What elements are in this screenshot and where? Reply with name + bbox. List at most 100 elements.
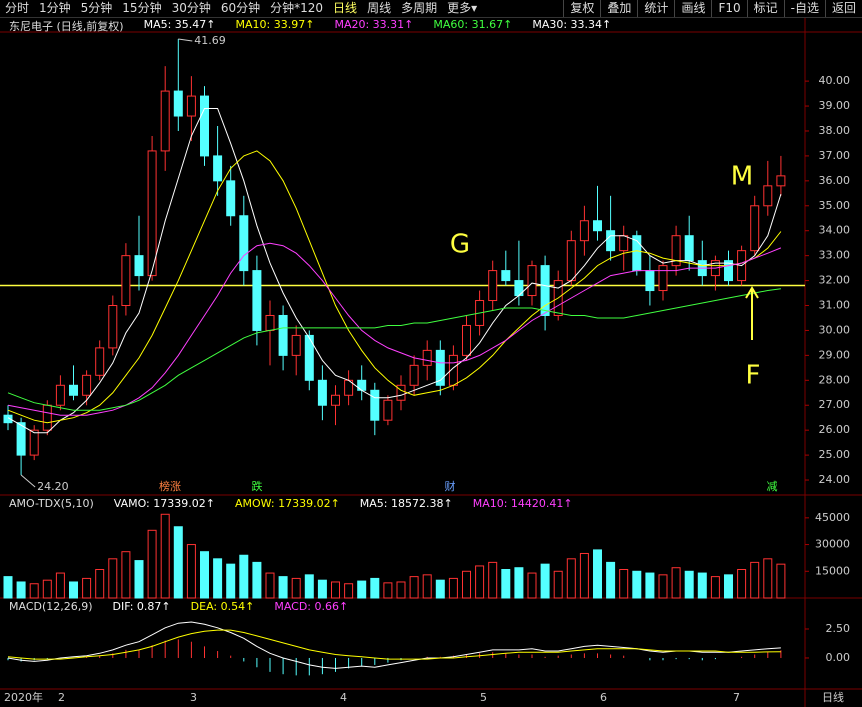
volume-bar	[29, 583, 39, 599]
candle-body	[501, 270, 511, 282]
y-tick-label: 40.00	[819, 74, 851, 87]
extreme-label: 24.20	[37, 480, 69, 493]
candle-body	[750, 205, 760, 252]
tab[interactable]: 分钟*120	[270, 1, 324, 15]
panel-title: AMO-TDX(5,10)	[9, 497, 94, 510]
candle-body	[527, 265, 537, 297]
candle-body	[186, 95, 196, 117]
tab[interactable]: 60分钟	[220, 1, 261, 15]
volume-bar	[331, 581, 340, 599]
volume-bar	[527, 572, 537, 599]
tab[interactable]: 30分钟	[171, 1, 211, 15]
x-tick-label: 4	[340, 691, 347, 704]
candle-body	[82, 374, 92, 396]
tool-button[interactable]: 复权	[563, 0, 600, 17]
y-tick-label: 30.00	[819, 323, 851, 336]
candle-body	[658, 265, 668, 292]
y-tick-label: 0.00	[826, 651, 851, 664]
y-tick-label: 25.00	[819, 448, 851, 461]
candle-body	[95, 347, 105, 376]
line-series	[7, 629, 781, 660]
volume-bar	[173, 526, 183, 599]
volume-bar	[776, 563, 786, 599]
tab[interactable]: 日线	[333, 1, 358, 15]
candle-body	[69, 384, 78, 396]
candle-body	[42, 404, 52, 431]
candle-body	[619, 235, 629, 252]
readout: VAMO: 17339.02↑	[113, 497, 215, 510]
volume-bar	[370, 577, 380, 599]
tool-button[interactable]: 统计	[637, 0, 674, 17]
y-tick-label: 45000	[815, 511, 850, 524]
y-tick-label: 30000	[815, 538, 850, 551]
tool-button[interactable]: 返回	[824, 0, 862, 17]
x-tick-label: 2	[58, 691, 65, 704]
volume-bar	[226, 563, 236, 599]
tool-button[interactable]: F10	[711, 0, 746, 17]
y-tick-label: 28.00	[819, 373, 851, 386]
candle-body	[265, 314, 275, 331]
candle-body	[645, 270, 655, 292]
candle-body	[540, 265, 550, 316]
candle-body	[724, 260, 733, 282]
candle-body	[763, 185, 773, 207]
tab[interactable]: 更多▾	[447, 1, 478, 15]
tab[interactable]: 15分钟	[122, 1, 162, 15]
volume-bar	[95, 568, 105, 599]
candle-body	[121, 255, 131, 307]
candle-body	[606, 230, 616, 252]
volume-bar	[291, 577, 301, 599]
candle-body	[304, 334, 314, 381]
panel-title: MACD(12,26,9)	[9, 600, 93, 613]
tab[interactable]: 1分钟	[39, 1, 71, 15]
x-tick-label: 7	[733, 691, 740, 704]
volume-bar	[579, 552, 589, 599]
arrow	[745, 286, 759, 340]
volume-bar	[632, 570, 642, 599]
event-label: 跌	[252, 479, 263, 493]
readout: AMOW: 17339.02↑	[234, 497, 340, 510]
candle-body	[160, 90, 170, 152]
annotation: G	[450, 230, 470, 260]
candle-body	[422, 349, 432, 366]
volume-bar	[697, 572, 707, 599]
tab[interactable]: 5分钟	[80, 1, 113, 15]
tool-button[interactable]: 叠加	[600, 0, 637, 17]
y-tick-label: 38.00	[819, 124, 851, 137]
volume-bar	[619, 568, 629, 599]
volume-bar	[278, 576, 288, 599]
tool-button[interactable]: 画线	[674, 0, 711, 17]
tab[interactable]: 周线	[367, 1, 392, 15]
extreme-pointer	[20, 474, 36, 488]
annotation: M	[731, 162, 753, 192]
volume-bar	[684, 570, 694, 599]
candle-body	[16, 422, 26, 456]
tool-button[interactable]: 标记	[746, 0, 784, 17]
line-series	[7, 150, 782, 424]
candle-body	[462, 324, 471, 356]
period-label: 日线	[822, 690, 844, 704]
y-tick-label: 39.00	[819, 99, 851, 112]
tool-button[interactable]: -自选	[783, 0, 825, 17]
volume-bar	[763, 558, 773, 599]
volume-bar	[3, 576, 13, 599]
y-tick-label: 15000	[815, 564, 850, 577]
event-label: 榜涨	[159, 479, 181, 493]
y-tick-label: 29.00	[819, 348, 851, 361]
tab[interactable]: 分时	[5, 1, 30, 15]
tab[interactable]: 多周期	[401, 1, 438, 15]
extreme-pointer	[178, 38, 193, 42]
line-series	[7, 242, 782, 416]
volume-bar	[186, 544, 196, 599]
volume-bar	[593, 549, 602, 599]
readout: MA30: 33.34↑	[532, 18, 612, 31]
y-tick-label: 31.00	[819, 299, 851, 312]
volume-bar	[724, 574, 733, 599]
candle-body	[593, 220, 602, 232]
volume-bar	[304, 574, 314, 599]
readout-row: AMO-TDX(5,10) VAMO: 17339.02↑ AMOW: 17339.…	[0, 497, 578, 510]
y-tick-label: 34.00	[819, 224, 851, 237]
y-tick-label: 32.00	[819, 274, 851, 287]
line-series	[7, 621, 781, 669]
